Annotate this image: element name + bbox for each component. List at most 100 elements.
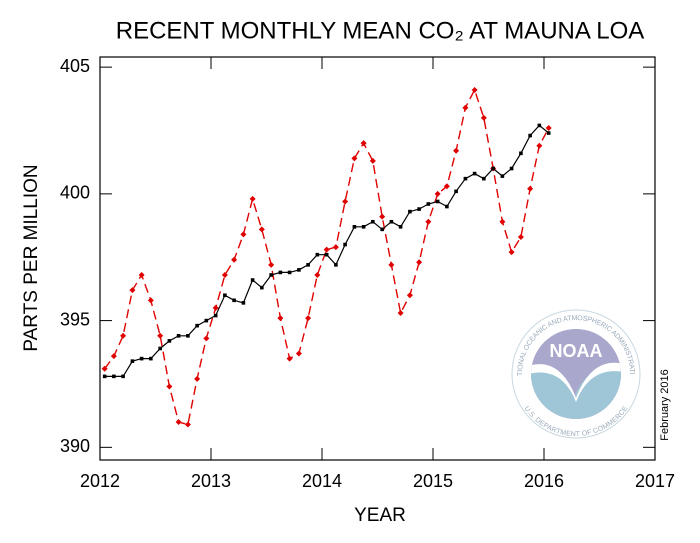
data-point [186,334,190,338]
data-point [517,233,524,240]
data-point [277,315,284,322]
logo-sea [531,367,621,419]
data-point [398,225,403,229]
data-point [120,332,127,339]
data-point [324,252,329,257]
data-point [102,374,107,379]
data-point [138,271,145,278]
x-tick-label: 2016 [524,471,564,491]
data-point [491,166,495,171]
data-point [260,285,264,290]
data-point [417,207,421,211]
data-point [139,356,144,361]
data-point [195,323,199,328]
y-tick-label: 390 [60,436,90,456]
data-point [167,339,172,343]
y-tick-label: 395 [60,309,90,329]
data-point [278,270,283,275]
data-point [545,124,552,131]
data-point [406,292,413,299]
data-point [342,198,349,205]
logo-gull [531,362,621,402]
data-point [425,218,432,225]
data-point [157,332,164,339]
data-point [351,155,358,162]
x-tick-label: 2012 [80,471,120,491]
data-point [500,174,505,178]
y-axis-label: PARTS PER MILLION [21,164,42,351]
data-point [213,313,218,318]
data-point [371,219,375,224]
data-point [332,244,339,251]
data-point [158,346,162,351]
data-point [323,246,330,253]
data-point [528,133,532,138]
data-point [471,86,478,93]
x-tick-label: 2017 [635,471,675,491]
data-point [287,270,292,275]
data-point [249,195,256,202]
data-point [268,261,275,268]
data-point [306,263,310,267]
x-tick-label: 2015 [413,471,453,491]
x-tick-label: 2014 [302,471,342,491]
plot-frame [99,56,656,461]
data-point [121,374,125,379]
data-point [416,259,423,266]
data-point [112,374,116,379]
data-point [389,219,394,224]
data-point [240,231,247,238]
data-point [203,335,210,342]
logo-ring-text: NATIONAL OCEANIC AND ATMOSPHERIC ADMINIS… [0,0,635,376]
x-tick-label: 2013 [191,471,231,491]
series-line [104,88,550,426]
data-point [527,185,534,192]
data-point [499,218,506,225]
logo-top-text: NATIONAL OCEANIC AND ATMOSPHERIC ADMINIS… [0,0,635,376]
data-point [175,418,182,425]
data-point [231,256,238,263]
data-point [388,261,395,268]
data-point [426,202,431,206]
data-point [379,213,386,220]
data-point [166,383,173,390]
data-point [147,297,154,304]
data-point [269,273,273,277]
data-point [295,350,302,357]
data-point [297,268,301,272]
data-point [537,123,542,128]
data-point [286,355,293,362]
data-point [435,199,440,204]
data-point [305,315,312,322]
data-point [443,183,450,190]
y-tick-label: 400 [60,183,90,203]
data-point [434,190,441,197]
data-point [194,375,201,382]
data-point [352,225,357,229]
data-point [361,225,366,229]
data-point [509,166,514,171]
data-point [129,287,136,294]
data-point [232,298,236,303]
logo-text: NOAA [550,341,603,361]
data-point [334,263,338,267]
data-point [508,249,515,256]
data-point [462,104,469,111]
data-point [380,227,384,232]
y-tick-label: 405 [60,56,90,76]
data-point [519,151,523,156]
data-point [314,271,321,278]
data-point [101,365,108,372]
data-point [360,140,367,147]
data-point [130,359,135,363]
data-point [258,226,265,233]
data-point [204,318,209,323]
data-point [343,242,347,247]
data-point [482,176,486,181]
data-point [184,421,191,428]
data-point [397,309,404,316]
data-point [463,176,468,181]
data-point [453,147,460,154]
